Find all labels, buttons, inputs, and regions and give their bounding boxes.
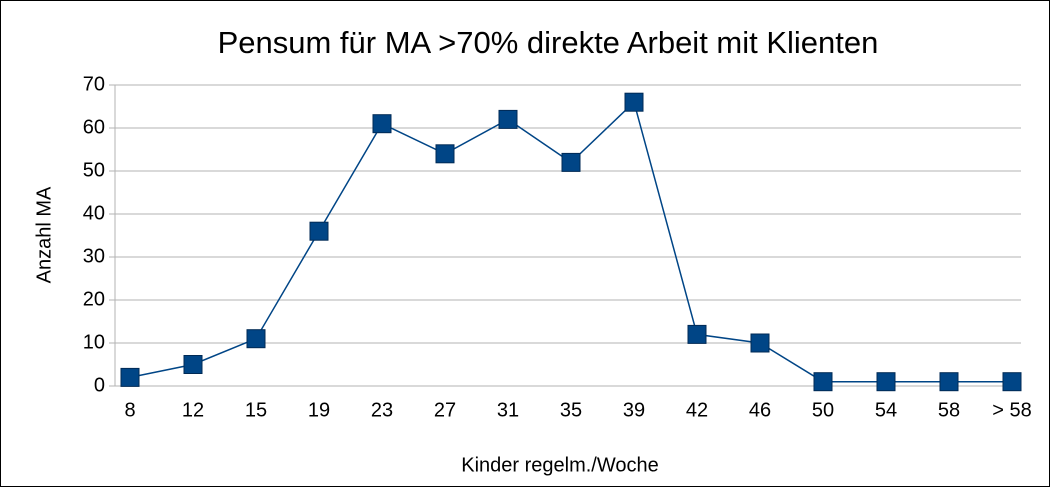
x-tick-label: 19 — [308, 399, 330, 421]
x-tick-label: 54 — [875, 399, 897, 421]
y-tick-label: 60 — [83, 116, 105, 138]
data-point — [183, 355, 203, 374]
data-point — [120, 367, 140, 387]
x-tick-label: 12 — [182, 399, 204, 421]
data-point — [372, 114, 392, 134]
x-tick-label: 39 — [623, 399, 645, 421]
x-tick-label: 42 — [686, 399, 708, 421]
chart-title: Pensum für MA >70% direkte Arbeit mit Kl… — [218, 25, 879, 60]
y-tick-label: 10 — [83, 331, 105, 353]
y-tick-label: 20 — [83, 288, 105, 310]
data-point — [876, 372, 896, 392]
x-tick-label: 15 — [245, 399, 267, 421]
data-point — [939, 372, 959, 392]
data-point — [687, 324, 707, 344]
x-tick-label: 50 — [812, 399, 834, 421]
data-point — [750, 333, 770, 353]
y-tick-label: 0 — [94, 374, 105, 396]
x-tick-label: 46 — [749, 399, 771, 421]
data-point — [435, 144, 455, 164]
data-point — [309, 221, 329, 241]
data-point — [813, 372, 833, 392]
data-point — [498, 109, 518, 129]
data-point — [1002, 372, 1022, 392]
x-axis-label: Kinder regelm./Woche — [461, 454, 659, 476]
data-point — [624, 92, 644, 112]
x-tick-label: 23 — [371, 399, 393, 421]
data-point — [246, 329, 266, 349]
data-point — [561, 152, 581, 172]
x-tick-label: 8 — [124, 399, 135, 421]
x-tick-label: > 58 — [992, 399, 1031, 421]
x-tick-label: 27 — [434, 399, 456, 421]
y-axis-label: Anzahl MA — [33, 186, 55, 283]
y-tick-label: 50 — [83, 159, 105, 181]
x-tick-label: 58 — [938, 399, 960, 421]
x-tick-label: 31 — [497, 399, 519, 421]
y-tick-label: 40 — [83, 202, 105, 224]
y-tick-label: 30 — [83, 245, 105, 267]
x-tick-label: 35 — [560, 399, 582, 421]
y-tick-label: 70 — [83, 73, 105, 95]
